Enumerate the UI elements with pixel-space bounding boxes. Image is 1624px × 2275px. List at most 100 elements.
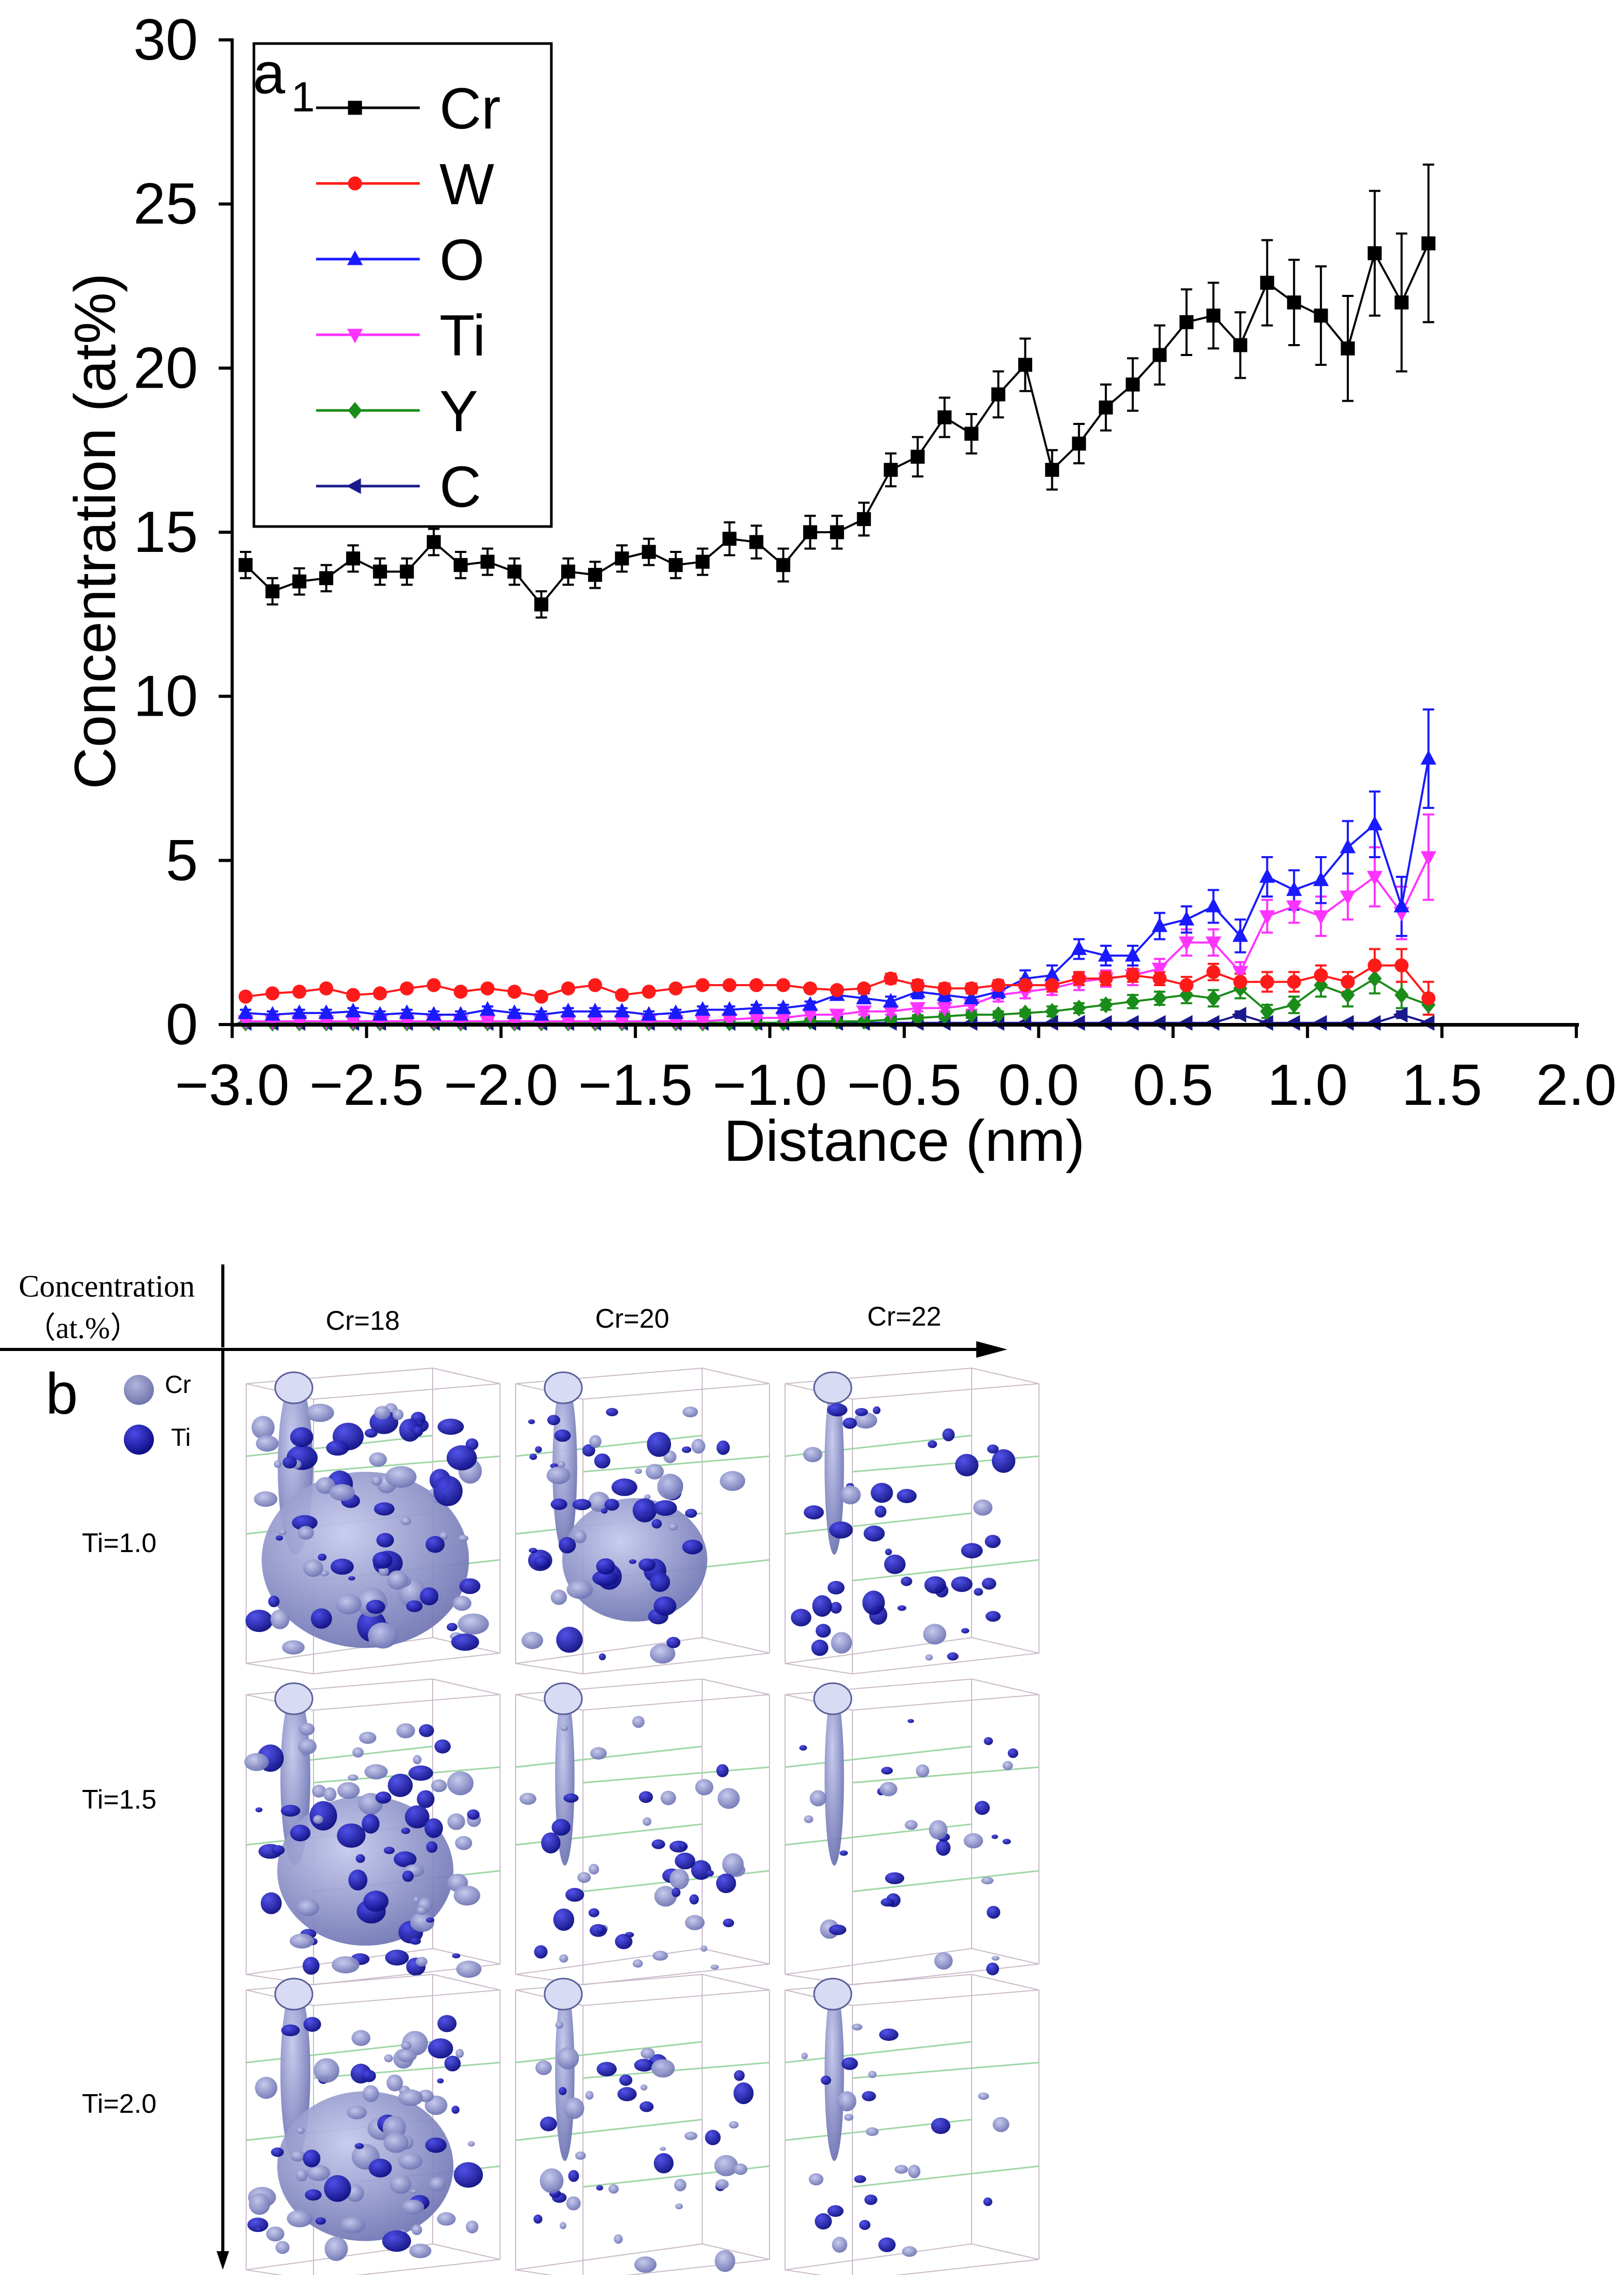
ti-cluster (650, 1572, 671, 1592)
ti-cluster (528, 1419, 535, 1425)
cr-cluster (535, 2060, 552, 2075)
bounding-box-edge (313, 1383, 501, 1400)
ti-cluster (563, 1793, 579, 1803)
ti-cluster (446, 1445, 477, 1471)
cr-cluster (416, 1906, 427, 1915)
data-point-o (479, 1001, 495, 1016)
data-point-y (1018, 1004, 1033, 1022)
data-point-cr (1341, 341, 1355, 356)
ti-cluster (550, 1498, 567, 1510)
data-point-cr (776, 558, 791, 572)
data-point-y (1072, 999, 1086, 1017)
data-point-cr (1045, 463, 1059, 477)
ti-cluster (366, 1600, 386, 1614)
legend-label-ti: Ti (439, 303, 486, 368)
y-axis-label: Concentration (at%) (63, 273, 127, 789)
ti-cluster (862, 2091, 876, 2101)
cr-cluster (668, 1523, 678, 1531)
data-point-w (346, 988, 360, 1002)
data-point-o (1178, 911, 1194, 926)
cr-cluster (660, 2146, 666, 2151)
ti-cluster (827, 2205, 844, 2217)
cr-cluster (251, 1416, 275, 1439)
ti-cluster (354, 2143, 364, 2149)
cr-cluster (387, 2074, 403, 2092)
ti-cluster (556, 1627, 583, 1653)
bounding-box-edge (515, 2269, 553, 2275)
ti-cluster (829, 1521, 853, 1539)
y-tick-label: 20 (133, 335, 198, 400)
cr-cluster (306, 2165, 331, 2181)
concentration-profile-chart: −3.0 −2.5 −2.0 −1.5 −1.0 −0.5 0.0 0.5 1.0 1.5 2.0 … (63, 7, 1617, 1173)
ti-cluster (459, 1578, 481, 1594)
cr-cluster (715, 2179, 729, 2189)
ti-cluster (815, 2213, 832, 2230)
cr-cluster (447, 1813, 465, 1830)
cr-cluster (831, 1632, 852, 1654)
ti-cluster (931, 2117, 951, 2134)
ti-cluster (268, 1596, 280, 1608)
data-point-o (1205, 898, 1221, 913)
data-point-w (749, 978, 764, 992)
cr-cap-blob (274, 1682, 314, 1715)
data-point-o (667, 1004, 684, 1019)
cr-cluster (410, 1913, 434, 1932)
ti-cluster (310, 1608, 332, 1629)
cr-cluster (275, 2241, 290, 2254)
ti-cluster (409, 1938, 421, 1945)
cr-cap-blob (274, 1371, 314, 1404)
data-point-w (910, 978, 925, 992)
ti-cluster (839, 1850, 848, 1856)
data-point-o (1071, 940, 1087, 955)
ti-cluster (348, 1576, 355, 1581)
cr-cluster (633, 1959, 643, 1968)
cr-cluster (439, 1531, 449, 1540)
cr-cluster (588, 1491, 610, 1512)
isosurface-r2-c2 (515, 1679, 770, 1985)
ti-cluster (270, 2147, 284, 2157)
bounding-box-edge (582, 1653, 770, 1674)
x-axis-ticks: −3.0 −2.5 −2.0 −1.5 −1.0 −0.5 0.0 0.5 1.0 1.5 2.0 (175, 1025, 1617, 1117)
cr-cluster (312, 1784, 326, 1798)
cr-cluster (351, 2030, 371, 2046)
ti-cluster (985, 1611, 1001, 1622)
ti-cluster (425, 1535, 445, 1553)
cr-cluster (410, 2189, 417, 2194)
data-point-o (1098, 947, 1114, 962)
isosurface-r2-c3 (785, 1679, 1039, 1985)
cr-cluster (973, 1499, 993, 1516)
ti-cluster (897, 1605, 906, 1611)
ti-cluster (559, 2087, 567, 2095)
data-point-cr (1099, 400, 1113, 415)
cr-cluster (401, 1517, 411, 1525)
cr-cluster (467, 2141, 475, 2147)
x-tick-label: −2.0 (444, 1053, 558, 1117)
ti-cluster (681, 1446, 692, 1453)
ti-cluster (447, 1623, 458, 1631)
data-point-cr (238, 558, 253, 572)
ti-cluster (955, 1454, 979, 1476)
data-point-w (830, 983, 844, 997)
ti-cluster (337, 1823, 366, 1848)
cr-bulk-blob (277, 1796, 453, 1946)
cr-cluster (660, 1790, 676, 1805)
slice-plane-edge (313, 2061, 501, 2079)
ti-cluster (651, 1519, 662, 1529)
data-point-o (533, 1006, 549, 1021)
cr-cluster (685, 1915, 705, 1930)
cr-cluster (851, 2023, 863, 2031)
data-point-cr (265, 584, 280, 599)
ti-cluster (399, 1418, 421, 1442)
cr-cluster (566, 2196, 581, 2211)
data-point-cr (1421, 236, 1436, 251)
legend-marker-c (346, 478, 361, 494)
cr-cluster (809, 1790, 827, 1807)
ti-cluster (981, 1577, 996, 1590)
data-point-o (452, 1006, 469, 1021)
cr-cluster (364, 1764, 388, 1780)
cr-cluster (336, 1594, 362, 1615)
cr-cluster (398, 2153, 423, 2170)
cr-cluster (412, 1755, 422, 1765)
data-point-cr (964, 426, 979, 441)
bounding-box-edge (515, 2243, 703, 2270)
